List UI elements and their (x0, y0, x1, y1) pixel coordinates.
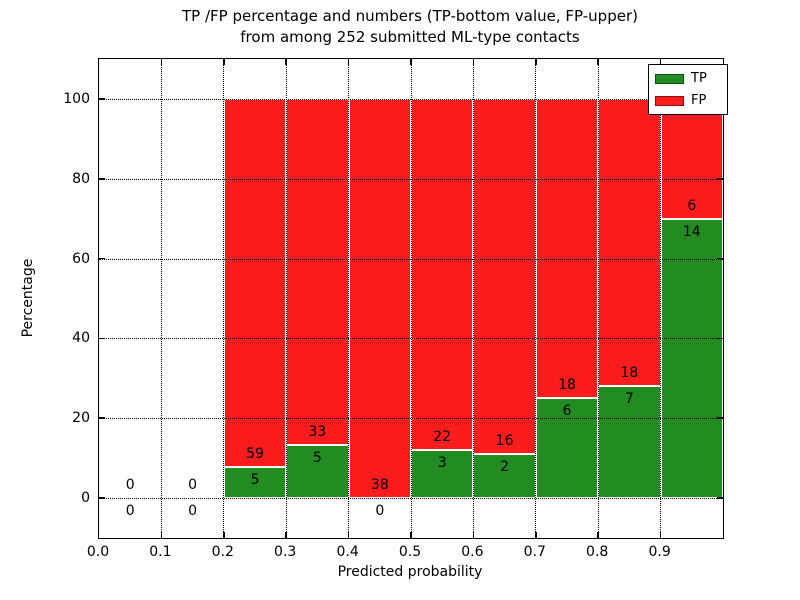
bar-segment-fp (660, 99, 723, 219)
bar-segment-tp (473, 453, 536, 498)
bar-segment-fp (411, 99, 474, 451)
y-tick (99, 178, 105, 180)
bar-segment-tp (535, 398, 599, 498)
x-tick (472, 59, 475, 65)
bar-count-label-fp: 0 (125, 477, 135, 493)
bar-segment-tp (660, 218, 723, 498)
bar-segment-fp (286, 99, 349, 446)
bar-count-label-fp: 18 (558, 377, 576, 394)
y-axis-label: Percentage (20, 258, 36, 338)
legend: TP FP (648, 64, 728, 115)
x-tick (160, 59, 163, 65)
legend-label-fp: FP (691, 93, 707, 108)
y-tick-label: 60 (72, 250, 90, 267)
bar-count-label-tp: 5 (250, 471, 260, 488)
bar-count-label-tp: 2 (500, 458, 510, 475)
x-tick-label: 0.9 (648, 544, 671, 560)
bar-segment-fp (473, 99, 536, 454)
chart-title: TP /FP percentage and numbers (TP-bottom… (98, 6, 722, 48)
bar-count-label-tp: 6 (562, 403, 572, 420)
x-gridline (160, 59, 162, 538)
x-tick-label: 0.2 (211, 544, 234, 560)
x-tick (223, 59, 225, 65)
y-gridline (99, 498, 723, 499)
y-tick-label: 80 (72, 170, 90, 187)
bar-count-label-tp: 3 (437, 455, 447, 472)
bar-count-label-fp: 33 (308, 424, 327, 441)
legend-entry-tp: TP (655, 72, 721, 85)
bar-segment-fp (598, 99, 661, 387)
bar-count-label-fp: 0 (188, 477, 198, 493)
bar-count-label-fp: 22 (433, 429, 452, 446)
bar-count-label-fp: 6 (687, 197, 697, 214)
y-tick (99, 497, 105, 499)
bar-count-label-tp: 14 (682, 223, 701, 240)
y-tick (717, 178, 723, 180)
bar-segment-tp (411, 450, 474, 498)
y-tick-label: 100 (63, 91, 90, 107)
x-axis-label: Predicted probability (337, 564, 483, 580)
x-tick-label: 0.3 (274, 544, 297, 560)
plot-area: 0 0 0 0 59 5 33 5 38 0 22 3 16 2 18 6 18 7 6 14 (98, 58, 724, 539)
x-tick (285, 532, 287, 538)
legend-label-tp: TP (691, 71, 707, 86)
x-tick-label: 0.6 (461, 544, 484, 560)
bar-segment-tp (223, 466, 287, 498)
bar-segment-fp (535, 99, 599, 399)
x-tick-label: 0.0 (86, 544, 110, 560)
bar-count-label-fp: 16 (495, 432, 514, 449)
y-tick (99, 417, 105, 419)
y-tick (717, 417, 723, 419)
y-tick (99, 98, 105, 100)
bar-count-label-tp: 5 (312, 450, 322, 467)
chart-title-line2: from among 252 submitted ML-type contact… (240, 28, 580, 46)
bar-count-label-tp: 7 (624, 391, 634, 408)
chart-title-line1: TP /FP percentage and numbers (TP-bottom… (182, 7, 638, 25)
x-tick (347, 59, 350, 65)
bar-segment-fp (348, 99, 411, 498)
x-tick (160, 532, 163, 538)
legend-entry-fp: FP (655, 94, 721, 107)
bar-count-label-fp: 38 (370, 477, 389, 493)
bar-count-label-tp: 0 (125, 503, 135, 519)
bar-count-label-fp: 18 (620, 365, 639, 382)
y-tick (99, 257, 105, 260)
x-tick-label: 0.8 (586, 544, 609, 560)
fp-swatch-icon (655, 95, 684, 106)
bar-segment-fp (223, 99, 287, 467)
x-tick (410, 532, 412, 538)
tp-swatch-icon (655, 73, 684, 84)
x-tick (597, 532, 599, 538)
x-tick-label: 0.4 (336, 544, 359, 560)
y-tick-label: 40 (72, 330, 90, 347)
y-tick-label: 20 (72, 410, 90, 427)
x-tick-label: 0.7 (523, 544, 546, 560)
x-tick-label: 0.1 (149, 544, 172, 560)
x-tick (223, 532, 225, 538)
bar-count-label-tp: 0 (375, 503, 385, 519)
x-tick (659, 532, 662, 538)
y-tick (717, 337, 723, 340)
x-tick (472, 532, 475, 538)
bar-segment-tp (286, 445, 349, 498)
y-tick (717, 497, 723, 499)
x-tick-label: 0.5 (398, 544, 422, 560)
x-tick (410, 59, 412, 65)
y-tick (717, 257, 723, 260)
x-tick (597, 59, 599, 65)
y-tick-label: 0 (81, 490, 90, 506)
y-tick (99, 337, 105, 340)
x-tick (535, 59, 537, 65)
bar-segment-tp (598, 386, 661, 498)
x-tick (347, 532, 350, 538)
bar-count-label-fp: 59 (246, 445, 264, 462)
x-tick (285, 59, 287, 65)
bar-count-label-tp: 0 (188, 503, 198, 519)
x-tick (535, 532, 537, 538)
